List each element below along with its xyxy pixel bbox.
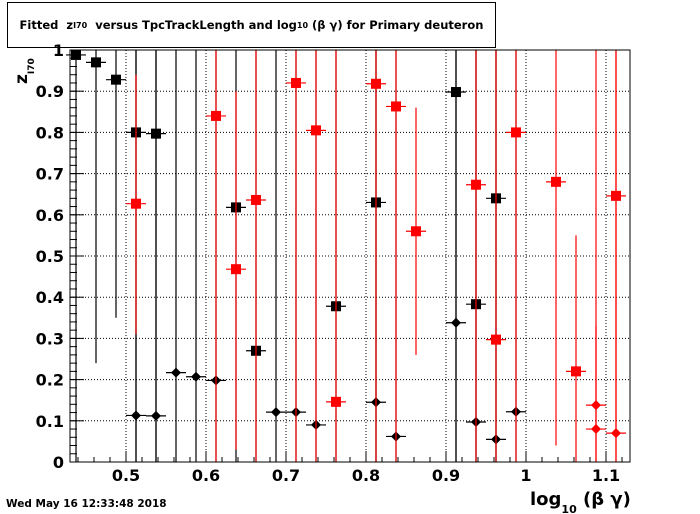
y-tick-label: 0.3 <box>36 329 64 348</box>
square-marker <box>91 57 101 68</box>
title-z-subscript: I70 <box>73 20 88 30</box>
square-marker <box>251 194 261 205</box>
square-marker <box>571 366 581 377</box>
square-marker <box>311 125 321 136</box>
data-point <box>86 50 106 364</box>
data-point <box>386 50 406 462</box>
diamond-marker <box>131 410 141 421</box>
square-marker <box>471 179 481 190</box>
data-point <box>166 50 186 462</box>
diamond-marker <box>611 428 621 439</box>
diamond-marker <box>451 317 461 328</box>
title-log-subscript: 10 <box>296 20 309 30</box>
diamond-marker <box>191 371 201 382</box>
data-point <box>186 50 206 462</box>
diamond-marker <box>591 424 601 435</box>
square-marker <box>331 396 341 407</box>
data-point <box>246 50 266 462</box>
x-tick-label: 1 <box>520 466 531 485</box>
data-point <box>466 50 486 462</box>
data-point <box>126 74 146 335</box>
square-marker <box>291 77 301 88</box>
diamond-marker <box>171 367 181 378</box>
data-point <box>66 49 86 462</box>
data-point <box>566 235 586 462</box>
x-tick-label: 0.6 <box>192 466 220 485</box>
y-axis-label: zI70 <box>12 58 37 84</box>
x-tick-label: 0.9 <box>432 466 460 485</box>
chart-title: Fitted z I70 versus TpcTrackLength and lo… <box>7 2 496 48</box>
x-tick-label: 1.1 <box>592 466 620 485</box>
x-axis-label: log10 (β γ) <box>530 489 631 514</box>
title-suffix: (β γ) for Primary deuteron <box>308 18 484 32</box>
data-point <box>586 50 606 462</box>
data-point <box>486 50 506 462</box>
x-axis-label-suffix: (β γ) <box>577 489 631 510</box>
data-points <box>66 49 626 462</box>
y-tick-label: 0.8 <box>36 123 64 142</box>
data-point <box>546 50 566 446</box>
data-point <box>106 50 126 318</box>
x-tick-label: 0.8 <box>352 466 380 485</box>
square-marker <box>71 49 81 60</box>
data-point <box>406 107 426 355</box>
square-marker <box>111 74 121 85</box>
y-tick-label: 0.4 <box>36 288 64 307</box>
y-tick-label: 1 <box>53 41 64 60</box>
data-point <box>606 50 626 462</box>
data-point <box>446 50 466 462</box>
square-marker <box>131 198 141 209</box>
square-marker <box>551 176 561 187</box>
square-marker <box>231 264 241 275</box>
square-marker <box>491 334 501 345</box>
data-point <box>286 50 306 462</box>
y-tick-label: 0.5 <box>36 247 64 266</box>
square-marker <box>391 101 401 112</box>
y-tick-label: 0.9 <box>36 82 64 101</box>
axis-tick-labels: 0.5 0.6 0.7 0.8 0.9 1 1.1 0 0.1 0.2 0.3 0.4 0.5 0.6 0.… <box>36 41 621 485</box>
square-marker <box>211 110 221 121</box>
data-point <box>366 50 386 462</box>
data-point <box>326 50 346 462</box>
data-point <box>146 50 166 462</box>
square-marker <box>411 226 421 237</box>
data-point <box>266 50 286 462</box>
title-middle: versus TpcTrackLength and log <box>87 18 297 32</box>
data-point <box>226 91 246 450</box>
timestamp: Wed May 16 12:33:48 2018 <box>6 498 167 510</box>
y-axis-label-subscript: I70 <box>27 58 37 74</box>
data-point <box>506 50 526 462</box>
diamond-marker <box>151 410 161 421</box>
x-tick-label: 0.7 <box>272 466 300 485</box>
y-tick-label: 0.7 <box>36 165 64 184</box>
data-point <box>206 50 226 462</box>
y-tick-label: 0.1 <box>36 412 64 431</box>
y-tick-label: 0.2 <box>36 371 64 390</box>
y-tick-label: 0 <box>53 453 64 472</box>
grid <box>70 49 630 463</box>
data-point <box>306 50 326 462</box>
diamond-marker <box>271 407 281 418</box>
square-marker <box>511 127 521 138</box>
title-prefix: Fitted z <box>19 18 74 32</box>
x-tick-label: 0.5 <box>112 466 140 485</box>
square-marker <box>371 78 381 89</box>
x-axis-label-subscript: 10 <box>561 503 577 514</box>
plot-frame <box>69 49 631 463</box>
y-tick-label: 0.6 <box>36 206 64 225</box>
